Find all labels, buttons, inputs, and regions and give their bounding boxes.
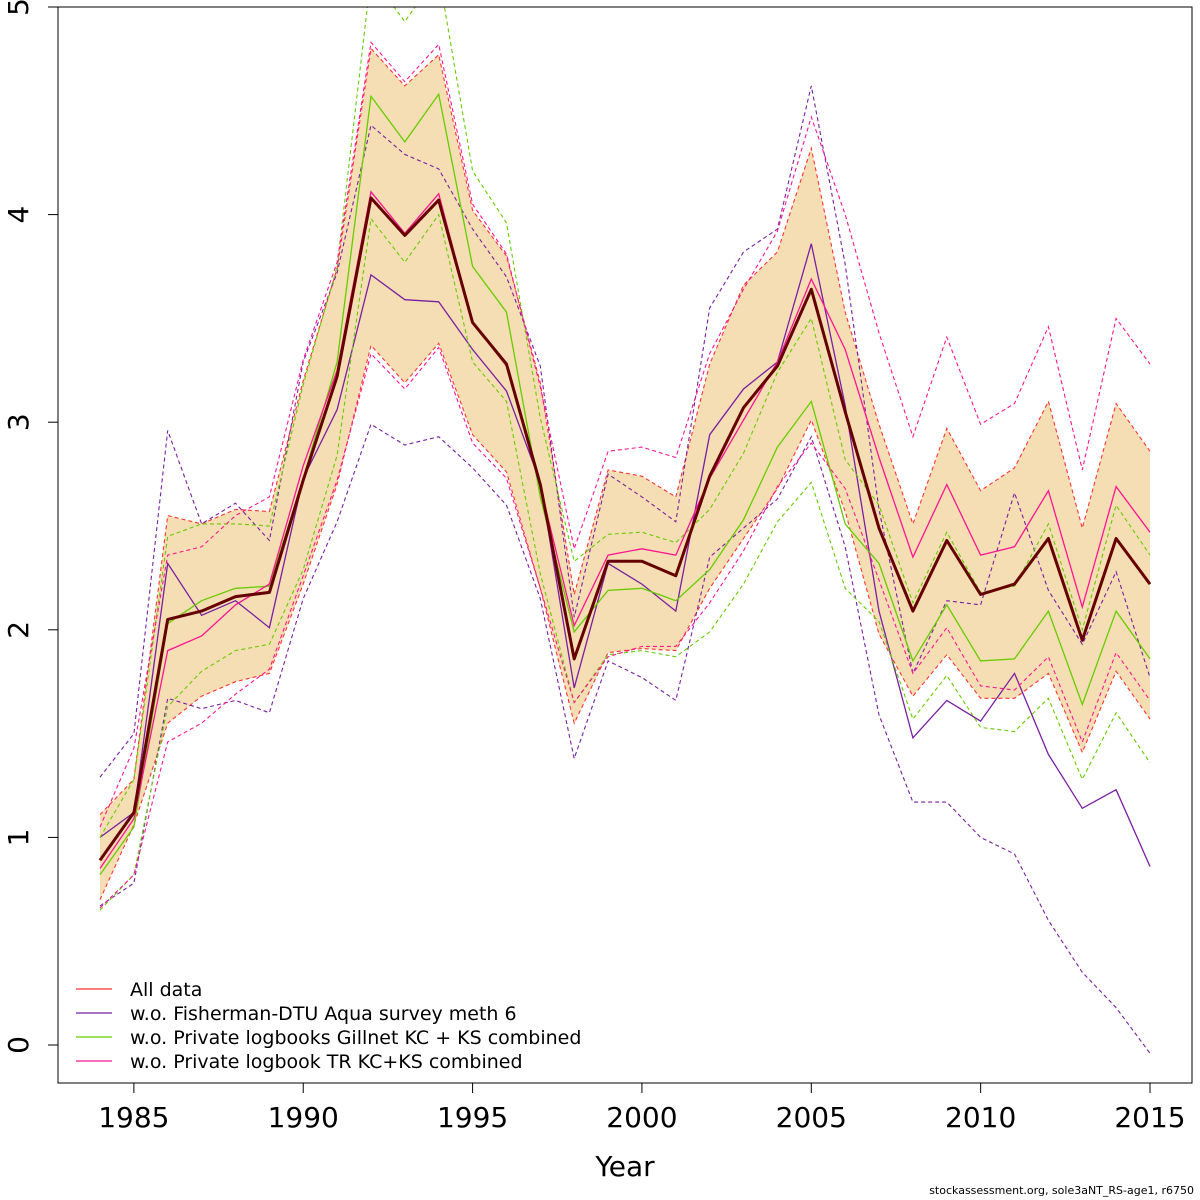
legend-item: w.o. Private logbooks Gillnet KC + KS co… bbox=[76, 1027, 581, 1049]
y-tick-label: 0 bbox=[2, 1036, 35, 1054]
series-estimate-line bbox=[99, 92, 1151, 876]
y-tick-label: 5 bbox=[2, 0, 35, 16]
legend-item: w.o. Fisherman-DTU Aqua survey meth 6 bbox=[76, 1003, 517, 1025]
series-lower-bound-line bbox=[99, 423, 1151, 1054]
y-axis: 0 1 2 3 4 5 bbox=[2, 0, 58, 1054]
series-upper-bound-line bbox=[99, 41, 1151, 828]
legend-label: w.o. Private logbooks Gillnet KC + KS co… bbox=[130, 1027, 581, 1049]
y-tick-label: 2 bbox=[2, 621, 35, 639]
x-tick-label: 2010 bbox=[945, 1101, 1016, 1134]
x-tick-label: 2000 bbox=[606, 1101, 677, 1134]
source-footer: stockassessment.org, sole3aNT_RS-age1, r… bbox=[929, 1184, 1194, 1197]
series-upper-bound-line bbox=[99, 85, 1151, 778]
x-tick-label: 2015 bbox=[1114, 1101, 1185, 1134]
x-tick-label: 2005 bbox=[776, 1101, 847, 1134]
legend-label: All data bbox=[130, 979, 202, 1001]
series-3-w-o-private-logbooks-gillnet-kc-ks-combined bbox=[99, 7, 1151, 911]
y-tick-label: 4 bbox=[2, 206, 35, 224]
series-estimate-line bbox=[99, 190, 1151, 869]
legend-item: w.o. Private logbook TR KC+KS combined bbox=[76, 1051, 523, 1073]
main-estimate-layer bbox=[98, 196, 1152, 862]
y-tick-label: 3 bbox=[2, 413, 35, 431]
x-tick-label: 1985 bbox=[98, 1101, 169, 1134]
series-4-w-o-private-logbook-tr-kc-ks-combined bbox=[99, 41, 1151, 909]
confidence-band bbox=[100, 48, 1150, 900]
series-lower-bound-line bbox=[99, 213, 1151, 911]
series-2-w-o-fisherman-dtu-aqua-survey-meth-6 bbox=[99, 85, 1151, 1054]
series-upper-bound-line bbox=[99, 47, 1151, 815]
series-upper-bound-line bbox=[99, 7, 1151, 838]
x-tick-label: 1995 bbox=[437, 1101, 508, 1134]
legend-label: w.o. Private logbook TR KC+KS combined bbox=[130, 1051, 523, 1073]
y-tick-label: 1 bbox=[2, 828, 35, 846]
main-estimate-line bbox=[98, 196, 1152, 862]
x-tick-label: 1990 bbox=[268, 1101, 339, 1134]
plot-frame bbox=[57, 6, 1193, 1084]
legend-item: All data bbox=[76, 979, 202, 1001]
series-lower-bound-line bbox=[99, 342, 1151, 900]
legend-label: w.o. Fisherman-DTU Aqua survey meth 6 bbox=[130, 1003, 517, 1025]
x-axis-title: Year bbox=[594, 1150, 655, 1183]
series-estimate-line bbox=[99, 243, 1151, 867]
confidence-band-layer bbox=[100, 48, 1150, 900]
x-axis: 1985 1990 1995 2000 2005 2010 2015 bbox=[98, 1083, 1186, 1134]
